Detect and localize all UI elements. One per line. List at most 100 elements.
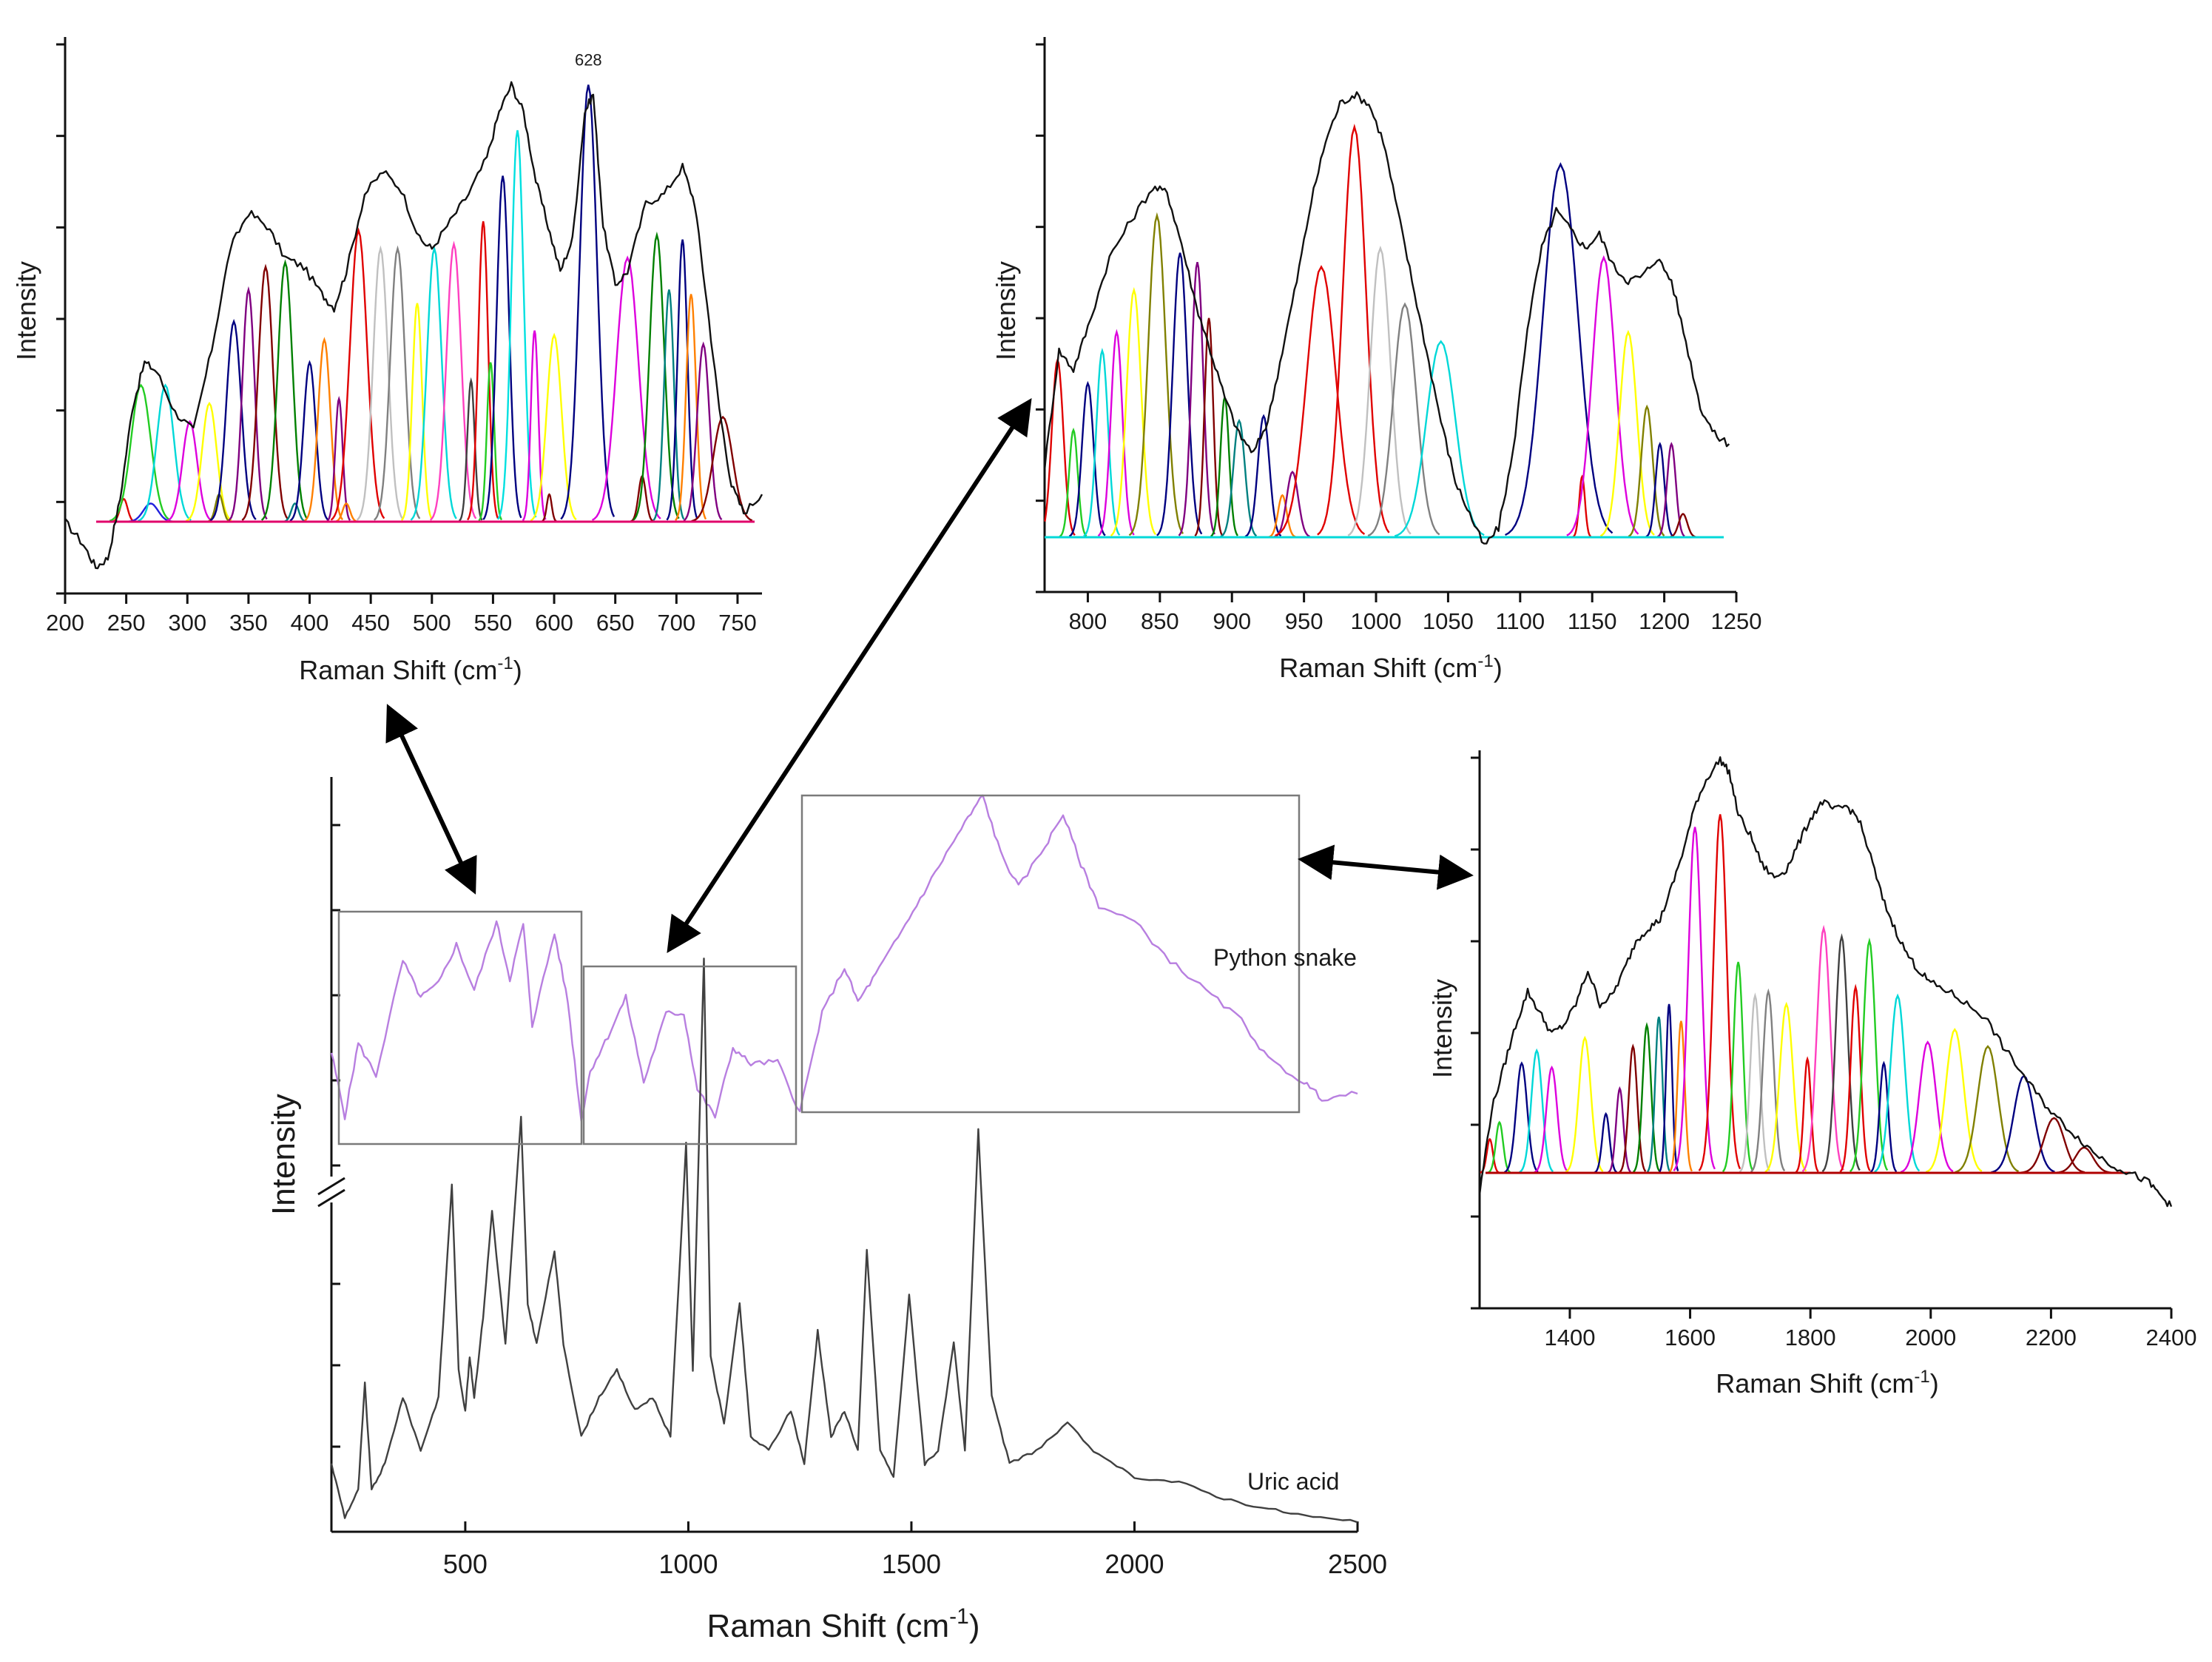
arrow-to-inset-mid (667, 397, 1032, 954)
fitted-peak (1178, 262, 1215, 536)
python-snake-spectrum (330, 794, 1358, 1122)
inset-chart-high-shift: 1400 1600 1800 2000 2200 2400 Intensity Raman… (1427, 750, 2196, 1399)
fitted-peak (1519, 1048, 1554, 1174)
x-tick-label: 750 (718, 610, 757, 636)
zoom-box-mid (582, 965, 798, 1145)
x-tick-label: 1000 (1351, 608, 1402, 634)
fitted-peak (1764, 1001, 1807, 1173)
x-tick-label: 800 (1069, 608, 1107, 634)
fitted-peak (1534, 1065, 1569, 1174)
x-tick-label: 1250 (1711, 608, 1762, 634)
fitted-peak (1645, 442, 1674, 538)
fitted-peak (1044, 357, 1076, 536)
fitted-peak (356, 245, 404, 521)
fitted-peak (1900, 1040, 1954, 1174)
fitted-peak (304, 337, 344, 522)
fitted-peak (334, 502, 358, 523)
fitted-peak (289, 360, 329, 522)
fitted-peak (1599, 329, 1655, 537)
x-tick-label: 300 (168, 610, 206, 636)
main-x-title: Raman Shift (cm-1) (707, 1604, 980, 1644)
inset-low-y-ticks (56, 43, 65, 595)
fitted-peak (410, 245, 457, 521)
x-tick-label: 1500 (882, 1549, 941, 1579)
x-tick-label: 250 (107, 610, 146, 636)
fitted-peak (1821, 933, 1861, 1172)
fitted-peak (1722, 961, 1754, 1173)
fitted-peak (1220, 418, 1258, 538)
fitted-peak (1068, 380, 1106, 537)
fitted-peak (482, 175, 522, 520)
x-tick-label: 1100 (1495, 608, 1545, 634)
inset-low-x-ticks: 200 250 300 350 400 450 500 550 600 650 700 750 (46, 593, 757, 636)
fitted-peak (1244, 414, 1282, 538)
fitted-peak (1566, 255, 1639, 536)
inset-high-y-ticks (1471, 756, 1480, 1310)
fitted-peak (138, 383, 192, 522)
x-tick-label: 1150 (1568, 608, 1617, 634)
arrow-to-inset-high (1298, 844, 1474, 890)
x-tick-label: 600 (535, 610, 573, 636)
main-y-title: Intensity (266, 1094, 302, 1215)
fitted-peak (373, 245, 421, 521)
zoom-box-high (800, 794, 1301, 1114)
x-tick-label: 200 (46, 610, 84, 636)
fitted-peak (1608, 1086, 1631, 1174)
fitted-peak (127, 502, 173, 523)
x-tick-label: 500 (413, 610, 451, 636)
x-tick-label: 1200 (1639, 608, 1690, 634)
inset-high-x-title: Raman Shift (cm-1) (1716, 1367, 1938, 1399)
x-tick-label: 500 (443, 1549, 488, 1579)
fitted-peak (1668, 1020, 1693, 1173)
axis-break-mark-2 (317, 1188, 345, 1208)
fitted-peak (1619, 1043, 1647, 1173)
x-tick-label: 650 (596, 610, 635, 636)
inset-mid-y-title: Intensity (991, 261, 1021, 360)
fitted-peak (1487, 1120, 1511, 1174)
fitted-peak (1698, 814, 1741, 1171)
x-tick-label: 2400 (2146, 1325, 2197, 1350)
x-tick-label: 350 (229, 610, 268, 636)
axis-break-mark-1 (317, 1177, 345, 1196)
fitted-peak (1795, 1056, 1819, 1174)
fitted-peak (1275, 265, 1366, 536)
fitted-peak (283, 502, 306, 523)
fitted-peak (330, 227, 385, 521)
x-tick-label: 450 (351, 610, 390, 636)
python-snake-label: Python snake (1213, 944, 1357, 971)
fitted-peak (2055, 1146, 2111, 1174)
main-chart: 500 1000 1500 2000 2500 Python snake Uric ac… (266, 777, 1387, 1644)
inset-chart-low-shift: 200 250 300 350 400 450 500 550 600 650 700 750 628… (11, 37, 763, 685)
x-tick-label: 850 (1141, 608, 1179, 634)
inset-mid-peak-fits (1044, 124, 1696, 538)
fitted-peak (467, 221, 499, 521)
x-tick-label: 900 (1213, 608, 1251, 634)
fitted-peak (1317, 124, 1390, 536)
fitted-peak (109, 383, 171, 522)
fitted-peak (1673, 827, 1716, 1171)
fitted-peak (1572, 474, 1592, 538)
fitted-peak (1633, 1022, 1661, 1173)
inset-mid-y-ticks (1036, 43, 1045, 593)
main-x-ticks: 500 1000 1500 2000 2500 (443, 1521, 1387, 1579)
x-tick-label: 2000 (1905, 1325, 1956, 1350)
fitted-peak (1739, 992, 1770, 1173)
fitted-peak (1849, 937, 1889, 1172)
fitted-peak (1657, 442, 1685, 538)
inset-high-x-ticks: 1400 1600 1800 2000 2200 2400 (1544, 1308, 2196, 1350)
inset-mid-x-title: Raman Shift (cm-1) (1279, 651, 1502, 683)
fitted-peak (675, 294, 707, 521)
fitted-peak (1128, 212, 1184, 536)
fitted-peak (1210, 394, 1238, 537)
arrow-to-inset-low (385, 704, 477, 895)
fitted-peak (1097, 329, 1135, 537)
inset-low-peak-fits (109, 84, 753, 523)
x-tick-label: 400 (291, 610, 329, 636)
fitted-peak (1839, 983, 1871, 1173)
fitted-peak (1669, 513, 1696, 538)
fitted-peak (1394, 340, 1485, 537)
fitted-peak (1273, 471, 1310, 538)
zoom-box-low (337, 910, 583, 1145)
uric-acid-label: Uric acid (1247, 1468, 1339, 1495)
uric-acid-spectrum (330, 958, 1358, 1524)
